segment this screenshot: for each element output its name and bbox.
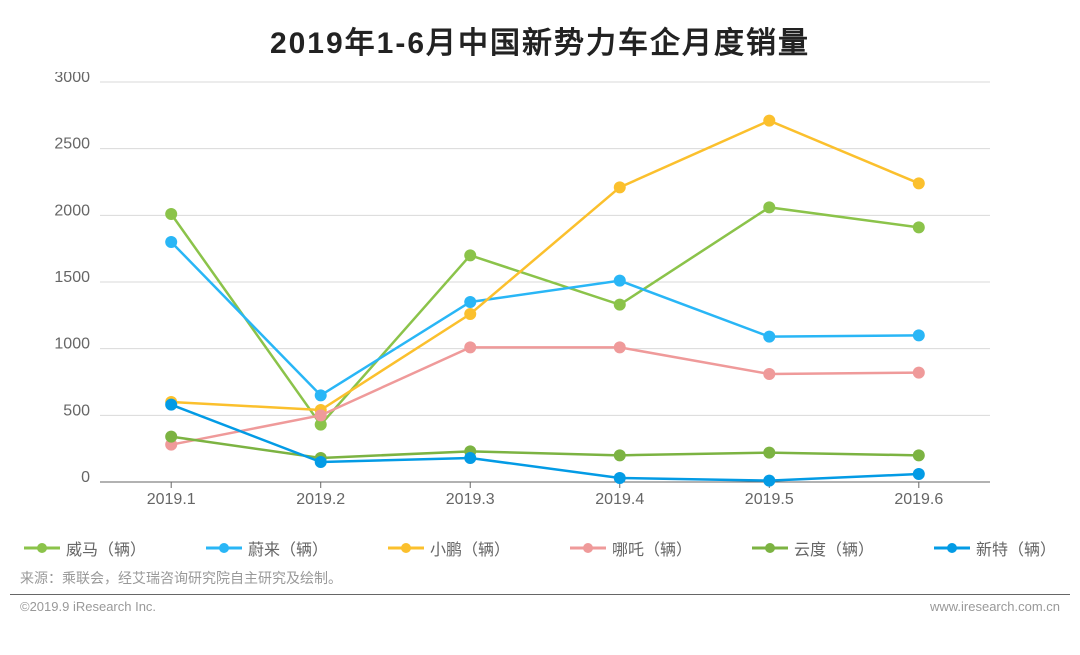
series-marker xyxy=(165,208,177,220)
copyright: ©2019.9 iResearch Inc. xyxy=(20,599,156,614)
legend-label: 威马（辆） xyxy=(66,536,146,560)
legend-swatch xyxy=(752,541,788,555)
legend-item: 威马（辆） xyxy=(24,536,146,560)
x-tick-label: 2019.3 xyxy=(446,491,495,508)
series-marker xyxy=(464,308,476,320)
series-marker xyxy=(614,472,626,484)
series-marker xyxy=(614,181,626,193)
series-marker xyxy=(913,367,925,379)
legend-item: 云度（辆） xyxy=(752,536,874,560)
legend-label: 哪吒（辆） xyxy=(612,536,692,560)
series-marker xyxy=(614,449,626,461)
series-marker xyxy=(913,221,925,233)
series-marker xyxy=(165,236,177,248)
site-url: www.iresearch.com.cn xyxy=(930,599,1060,614)
series-marker xyxy=(763,475,775,487)
series-marker xyxy=(614,299,626,311)
series-marker xyxy=(315,409,327,421)
series-marker xyxy=(165,431,177,443)
y-tick-label: 1500 xyxy=(54,269,90,286)
series-marker xyxy=(763,331,775,343)
series-marker xyxy=(614,341,626,353)
y-tick-label: 2000 xyxy=(54,202,90,219)
series-line xyxy=(171,121,919,410)
series-marker xyxy=(763,115,775,127)
legend-swatch xyxy=(206,541,242,555)
y-tick-label: 500 xyxy=(63,402,90,419)
series-marker xyxy=(913,177,925,189)
series-marker xyxy=(913,329,925,341)
source-note: 来源：乘联会，经艾瑞咨询研究院自主研究及绘制。 xyxy=(20,568,1080,588)
legend-swatch xyxy=(388,541,424,555)
legend-swatch xyxy=(934,541,970,555)
series-marker xyxy=(464,249,476,261)
series-marker xyxy=(913,449,925,461)
legend-swatch xyxy=(570,541,606,555)
series-marker xyxy=(763,447,775,459)
chart-title: 2019年1-6月中国新势力车企月度销量 xyxy=(0,0,1080,62)
legend-item: 哪吒（辆） xyxy=(570,536,692,560)
legend-label: 小鹏（辆） xyxy=(430,536,510,560)
series-line xyxy=(171,405,919,481)
legend-label: 新特（辆） xyxy=(976,536,1056,560)
footer: ©2019.9 iResearch Inc. www.iresearch.com… xyxy=(10,594,1070,614)
legend-item: 新特（辆） xyxy=(934,536,1056,560)
legend: 威马（辆） 蔚来（辆） 小鹏（辆） 哪吒（辆） 云度（辆） 新特（辆） xyxy=(0,536,1080,560)
series-marker xyxy=(763,201,775,213)
series-marker xyxy=(614,275,626,287)
legend-label: 蔚来（辆） xyxy=(248,536,328,560)
series-marker xyxy=(315,389,327,401)
line-chart: 0 500 1000 1500 2000 2500 3000 2019.1 2019.2 2019… xyxy=(30,72,1050,532)
legend-item: 蔚来（辆） xyxy=(206,536,328,560)
chart-container: 2019年1-6月中国新势力车企月度销量 0 500 1000 1500 2000 250… xyxy=(0,0,1080,655)
series-marker xyxy=(315,456,327,468)
y-tick-label: 2500 xyxy=(54,136,90,153)
x-tick-label: 2019.6 xyxy=(894,491,943,508)
y-tick-label: 1000 xyxy=(54,336,90,353)
series-marker xyxy=(464,296,476,308)
legend-label: 云度（辆） xyxy=(794,536,874,560)
series-marker xyxy=(165,399,177,411)
legend-item: 小鹏（辆） xyxy=(388,536,510,560)
series-marker xyxy=(464,452,476,464)
series-marker xyxy=(464,341,476,353)
series-line xyxy=(171,347,919,444)
x-tick-label: 2019.5 xyxy=(745,491,794,508)
series-marker xyxy=(913,468,925,480)
series-marker xyxy=(763,368,775,380)
x-tick-label: 2019.1 xyxy=(147,491,196,508)
x-tick-label: 2019.2 xyxy=(296,491,345,508)
y-tick-label: 3000 xyxy=(54,72,90,86)
y-tick-label: 0 xyxy=(81,469,90,486)
legend-swatch xyxy=(24,541,60,555)
x-tick-label: 2019.4 xyxy=(595,491,644,508)
series-line xyxy=(171,207,919,424)
